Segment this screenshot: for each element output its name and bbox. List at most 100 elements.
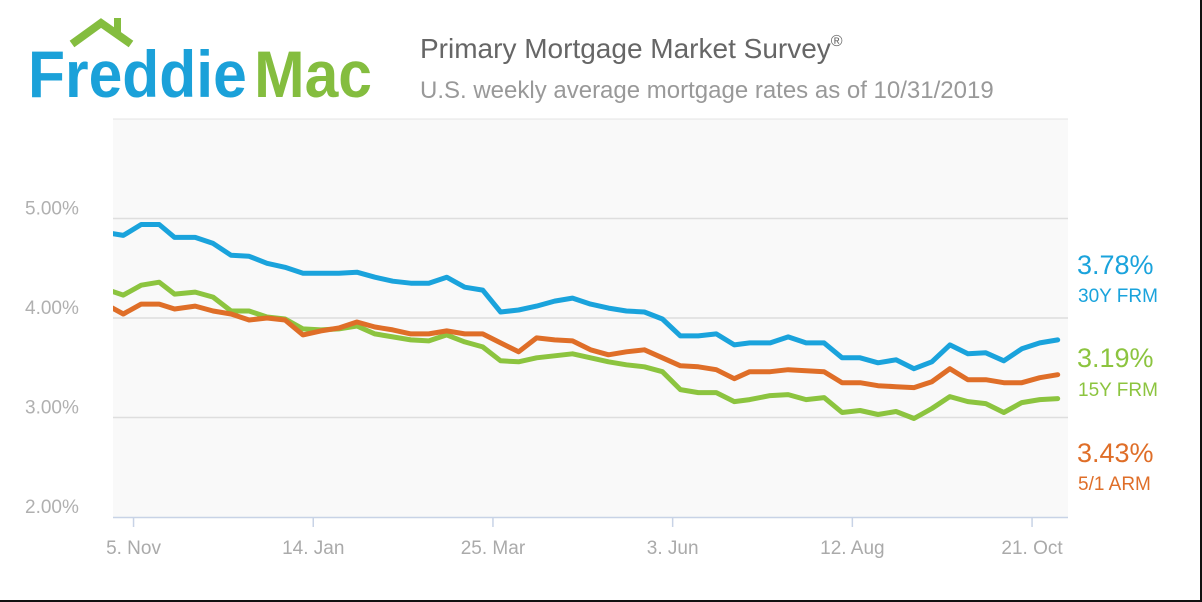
data-point — [248, 319, 250, 321]
data-point — [158, 223, 160, 225]
data-point — [536, 357, 538, 359]
data-point — [374, 326, 376, 328]
data-point — [769, 395, 771, 397]
data-point — [482, 346, 484, 348]
data-point — [679, 389, 681, 391]
data-point — [607, 361, 609, 363]
data-point — [194, 236, 196, 238]
registered-mark: ® — [831, 33, 843, 50]
data-point — [895, 359, 897, 361]
data-point — [749, 399, 751, 401]
data-point — [967, 353, 969, 355]
x-tick-label: 3. Jun — [647, 538, 699, 559]
svg-text:FreddieMac: FreddieMac — [28, 37, 372, 111]
data-point — [949, 396, 951, 398]
legend-30y: 3.78% 30Y FRM — [1077, 250, 1158, 307]
data-point — [374, 276, 376, 278]
data-point — [590, 349, 591, 351]
logo-freddie: Freddie — [28, 37, 247, 111]
svg-text:Primary Mortgage Market Survey: Primary Mortgage Market Survey® — [420, 33, 843, 64]
data-point — [913, 387, 915, 389]
data-point — [1057, 398, 1059, 400]
data-point — [679, 335, 681, 337]
data-point — [749, 342, 751, 344]
legend-arm-value: 3.43% — [1077, 438, 1154, 468]
data-point — [949, 344, 951, 346]
data-point — [554, 300, 556, 302]
data-point — [769, 371, 771, 373]
data-point — [158, 281, 160, 283]
chimney-icon — [114, 18, 121, 32]
data-point — [661, 357, 663, 359]
data-point — [733, 401, 735, 403]
data-point — [248, 255, 250, 257]
data-point — [787, 394, 789, 396]
data-point — [841, 382, 843, 384]
data-point — [967, 379, 969, 381]
legend-arm: 3.43% 5/1 ARM — [1077, 438, 1154, 495]
data-point — [158, 303, 160, 305]
data-point — [536, 337, 538, 339]
data-point — [320, 272, 322, 274]
data-point — [985, 352, 987, 354]
data-point — [715, 333, 717, 335]
data-point — [625, 310, 627, 312]
data-point — [266, 262, 268, 264]
legend-15y-value: 3.19% — [1077, 343, 1154, 373]
data-point — [661, 318, 663, 320]
data-point — [392, 280, 394, 282]
data-point — [554, 339, 556, 341]
data-point — [931, 408, 933, 410]
legend-30y-value: 3.78% — [1077, 250, 1154, 280]
legend-15y: 3.19% 15Y FRM — [1077, 343, 1158, 401]
data-point — [895, 411, 897, 413]
data-point — [749, 371, 751, 373]
y-tick-label: 2.00% — [25, 497, 79, 518]
data-point — [212, 310, 214, 312]
data-point — [967, 401, 969, 403]
data-point — [105, 304, 106, 305]
data-point — [572, 340, 574, 342]
data-point — [338, 327, 340, 329]
data-point — [985, 403, 987, 405]
data-point — [1039, 377, 1041, 379]
y-tick-label: 5.00% — [25, 199, 79, 220]
data-point — [643, 366, 645, 368]
legend-arm-label: 5/1 ARM — [1078, 474, 1151, 495]
freddie-mac-logo: FreddieMac — [28, 18, 372, 111]
data-point — [985, 379, 987, 381]
data-point — [446, 276, 448, 278]
data-point — [374, 333, 376, 335]
y-tick-label: 4.00% — [25, 298, 79, 319]
data-point — [733, 344, 735, 346]
data-point — [122, 313, 124, 315]
data-point — [212, 296, 214, 298]
data-point — [266, 317, 268, 319]
data-point — [733, 378, 735, 380]
data-point — [428, 282, 430, 284]
data-point — [518, 361, 520, 363]
data-point — [823, 371, 825, 373]
data-point — [625, 351, 627, 353]
data-point — [356, 271, 358, 273]
data-point — [500, 360, 502, 362]
data-point — [625, 364, 627, 366]
data-point — [590, 303, 591, 305]
data-point — [805, 370, 807, 372]
data-point — [500, 311, 502, 313]
data-point — [787, 336, 789, 338]
data-point — [805, 342, 807, 344]
data-point — [877, 362, 879, 364]
data-point — [1003, 382, 1005, 384]
data-point — [464, 341, 466, 343]
house-roof-icon — [69, 18, 134, 48]
chart-title: Primary Mortgage Market Survey — [420, 33, 831, 64]
data-point — [500, 342, 502, 344]
data-point — [428, 333, 430, 335]
data-point — [1039, 342, 1041, 344]
data-point — [877, 414, 879, 416]
data-point — [1057, 374, 1059, 376]
data-point — [356, 325, 358, 327]
data-point — [446, 334, 448, 336]
